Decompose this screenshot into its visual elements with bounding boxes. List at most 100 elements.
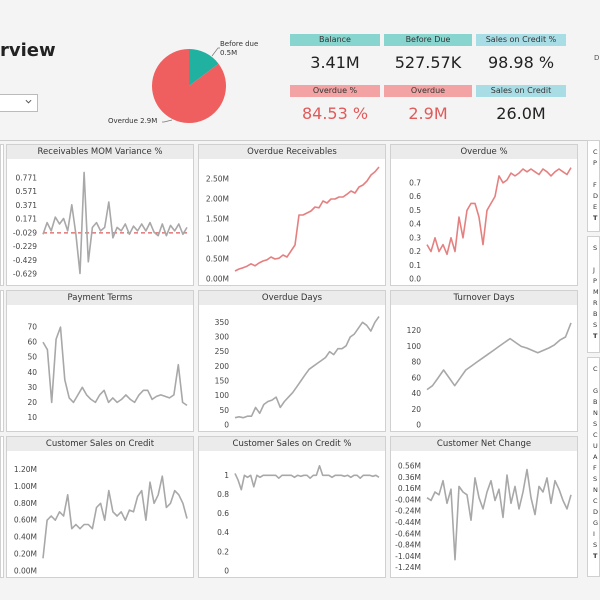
slicer-item[interactable]: A bbox=[593, 453, 598, 461]
slicer-item[interactable]: I bbox=[593, 530, 595, 538]
pie-slice[interactable] bbox=[189, 49, 219, 86]
slicer-item[interactable] bbox=[593, 169, 599, 180]
chart-panel[interactable]: Receivables MOM Variance % 0.771 0.571 0.37… bbox=[6, 144, 194, 286]
y-tick-label: 350 bbox=[215, 318, 230, 327]
slicer-item[interactable]: S bbox=[593, 244, 598, 252]
series-line[interactable] bbox=[42, 475, 188, 559]
series-line[interactable] bbox=[426, 167, 572, 256]
slicer-item[interactable]: G bbox=[593, 387, 599, 395]
chart-title: Customer Sales on Credit % bbox=[199, 437, 385, 451]
slicer-item[interactable] bbox=[593, 254, 599, 265]
y-tick-label: -1.04M bbox=[395, 552, 421, 561]
slicer-item[interactable]: F bbox=[593, 464, 597, 472]
page-title: rview bbox=[0, 40, 56, 61]
chevron-down-icon bbox=[25, 99, 32, 104]
y-tick-label: 1 bbox=[224, 471, 229, 480]
slicer-item[interactable]: J bbox=[593, 266, 595, 274]
chart-title: Overdue Days bbox=[199, 291, 385, 305]
chart-title: Overdue Receivables bbox=[199, 145, 385, 159]
slicer-item[interactable]: C bbox=[593, 497, 598, 505]
series-line[interactable] bbox=[234, 166, 380, 272]
line-chart: 120 100 80 60 40 20 0 bbox=[407, 322, 572, 430]
kpi-card: Sales on Credit % 98.98 % bbox=[476, 34, 566, 74]
slicer-item[interactable]: S bbox=[593, 475, 598, 483]
y-tick-label: 120 bbox=[407, 326, 422, 335]
chart-title: Customer Net Change bbox=[391, 437, 577, 451]
slicer-item[interactable] bbox=[593, 375, 599, 386]
y-tick-label: 80 bbox=[411, 358, 421, 367]
slicer-item[interactable]: C bbox=[593, 431, 598, 439]
slicer-item[interactable]: T bbox=[593, 552, 598, 560]
chart-panel[interactable]: Customer Sales on Credit 1.20M 1.00M 0.80M 0… bbox=[6, 436, 194, 578]
slicer-item[interactable]: S bbox=[593, 420, 598, 428]
chart-panel[interactable]: Overdue Days 350 300 250 200 150 100 50 0 bbox=[198, 290, 386, 432]
slicer-item[interactable]: D bbox=[593, 192, 599, 200]
y-tick-label: 30 bbox=[27, 383, 37, 392]
slicer-item[interactable]: C bbox=[593, 365, 598, 373]
slicer-item[interactable]: C bbox=[593, 148, 598, 156]
slicer-item[interactable]: T bbox=[593, 214, 598, 222]
filter-dropdown[interactable] bbox=[0, 94, 38, 112]
y-tick-label: 0.371 bbox=[16, 201, 38, 210]
line-chart: 2.50M 2.00M 1.50M 1.00M 0.50M 0.00M bbox=[206, 166, 380, 284]
y-tick-label: 0.00M bbox=[14, 567, 37, 576]
kpi-card: Balance 3.41M bbox=[290, 34, 380, 74]
chart-panel[interactable]: Customer Net Change 0.56M 0.36M 0.16M -0.04M… bbox=[390, 436, 578, 578]
kpi-label: Sales on Credit bbox=[476, 85, 566, 97]
slicer-item[interactable]: D bbox=[593, 508, 599, 516]
series-line[interactable] bbox=[426, 468, 572, 561]
slicer-item[interactable]: U bbox=[593, 442, 598, 450]
slicer-item[interactable]: P bbox=[593, 159, 597, 167]
kpi-card: Sales on Credit 26.0M bbox=[476, 85, 566, 125]
y-tick-label: 60 bbox=[27, 338, 37, 347]
y-tick-label: 0.6 bbox=[217, 509, 229, 518]
chart-panel[interactable]: Overdue Receivables 2.50M 2.00M 1.50M 1.00M 0… bbox=[198, 144, 386, 286]
slicer-item[interactable]: T bbox=[593, 332, 598, 340]
y-tick-label: 0.5 bbox=[409, 206, 421, 215]
slicer-item[interactable]: S bbox=[593, 541, 598, 549]
series-line[interactable] bbox=[426, 322, 572, 391]
line-chart: 0.7 0.6 0.5 0.4 0.3 0.2 0.1 0.0 bbox=[409, 167, 572, 284]
line-chart: 350 300 250 200 150 100 50 0 bbox=[215, 316, 380, 430]
slicer-item[interactable]: M bbox=[593, 288, 599, 296]
y-tick-label: 0 bbox=[224, 421, 229, 430]
chart-panel[interactable]: Turnover Days 120 100 80 60 40 20 0 bbox=[390, 290, 578, 432]
pie-label-before-due: Before due bbox=[220, 40, 259, 48]
y-tick-label: 0.50M bbox=[206, 255, 229, 264]
y-tick-label: -0.24M bbox=[395, 507, 421, 516]
y-tick-label: 70 bbox=[27, 323, 37, 332]
slicer-item[interactable]: B bbox=[593, 398, 598, 406]
y-tick-label: 1.20M bbox=[14, 465, 37, 474]
left-panel-edge bbox=[0, 436, 4, 578]
kpi-label: Sales on Credit % bbox=[476, 34, 566, 46]
chart-panel[interactable]: Customer Sales on Credit % 1 0.8 0.6 0.4 0.2 0 bbox=[198, 436, 386, 578]
y-tick-label: -0.229 bbox=[13, 242, 37, 251]
chart-panel[interactable]: Overdue % 0.7 0.6 0.5 0.4 0.3 0.2 0.1 0.0 bbox=[390, 144, 578, 286]
series-line[interactable] bbox=[234, 316, 380, 419]
slicer-item[interactable]: B bbox=[593, 310, 598, 318]
slicer-item[interactable]: N bbox=[593, 486, 598, 494]
slicer-item[interactable]: N bbox=[593, 409, 598, 417]
y-tick-label: 100 bbox=[215, 391, 230, 400]
balance-pie-chart bbox=[140, 36, 250, 136]
chart-title: Customer Sales on Credit bbox=[7, 437, 193, 451]
series-line[interactable] bbox=[42, 326, 188, 407]
slicer-item[interactable]: P bbox=[593, 277, 597, 285]
slicer-item[interactable]: S bbox=[593, 321, 598, 329]
pie-leader-line bbox=[162, 119, 173, 123]
slicer-item[interactable]: R bbox=[593, 299, 598, 307]
pie-slice[interactable] bbox=[152, 49, 226, 123]
y-tick-label: 0.171 bbox=[16, 215, 38, 224]
chart-panel[interactable]: Payment Terms 70 60 50 40 30 20 10 bbox=[6, 290, 194, 432]
slicer-item[interactable]: F bbox=[593, 181, 597, 189]
y-tick-label: 1.00M bbox=[206, 235, 229, 244]
slicer-item[interactable]: G bbox=[593, 519, 599, 527]
series-line[interactable] bbox=[42, 171, 188, 275]
slicer-item[interactable]: E bbox=[593, 203, 598, 211]
series-line[interactable] bbox=[234, 465, 380, 491]
y-tick-label: 0.0 bbox=[409, 275, 421, 284]
y-tick-label: 1.00M bbox=[14, 482, 37, 491]
